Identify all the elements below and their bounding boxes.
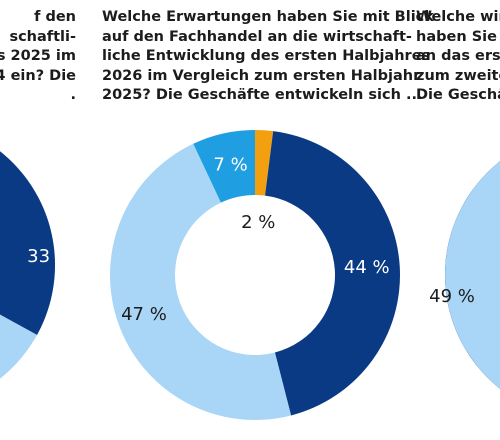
question-text-left: f den schaftli- es 2025 im 24 ein? Die . [0,9,76,103]
donut-slice-center-47 [110,143,292,420]
donut-chart-center: 2 % 44 % 47 % 7 % [110,130,400,420]
data-label-center-2: 2 % [241,212,275,233]
question-text-center: Welche Erwartungen haben Sie mit Blick a… [102,9,434,103]
data-label-center-44: 44 % [344,257,390,278]
data-label-center-47: 47 % [121,304,167,325]
donut-slice-center-2 [255,130,274,196]
donut-chart-right: 49 % [429,161,500,389]
data-label-center-7: 7 % [213,155,247,176]
donut-slice-center-7 [193,130,255,203]
donut-slice-right-49 [445,161,500,389]
donut-slice-left-33 [0,151,55,335]
donut-slice-center-44 [265,131,400,416]
data-label-right-49: 49 % [429,286,475,307]
question-text-right: Welche wirt haben Sie m an das erste zum… [416,9,500,103]
donut-chart-left: 33 % [0,151,73,379]
data-label-left-33: 33 % [27,246,73,267]
